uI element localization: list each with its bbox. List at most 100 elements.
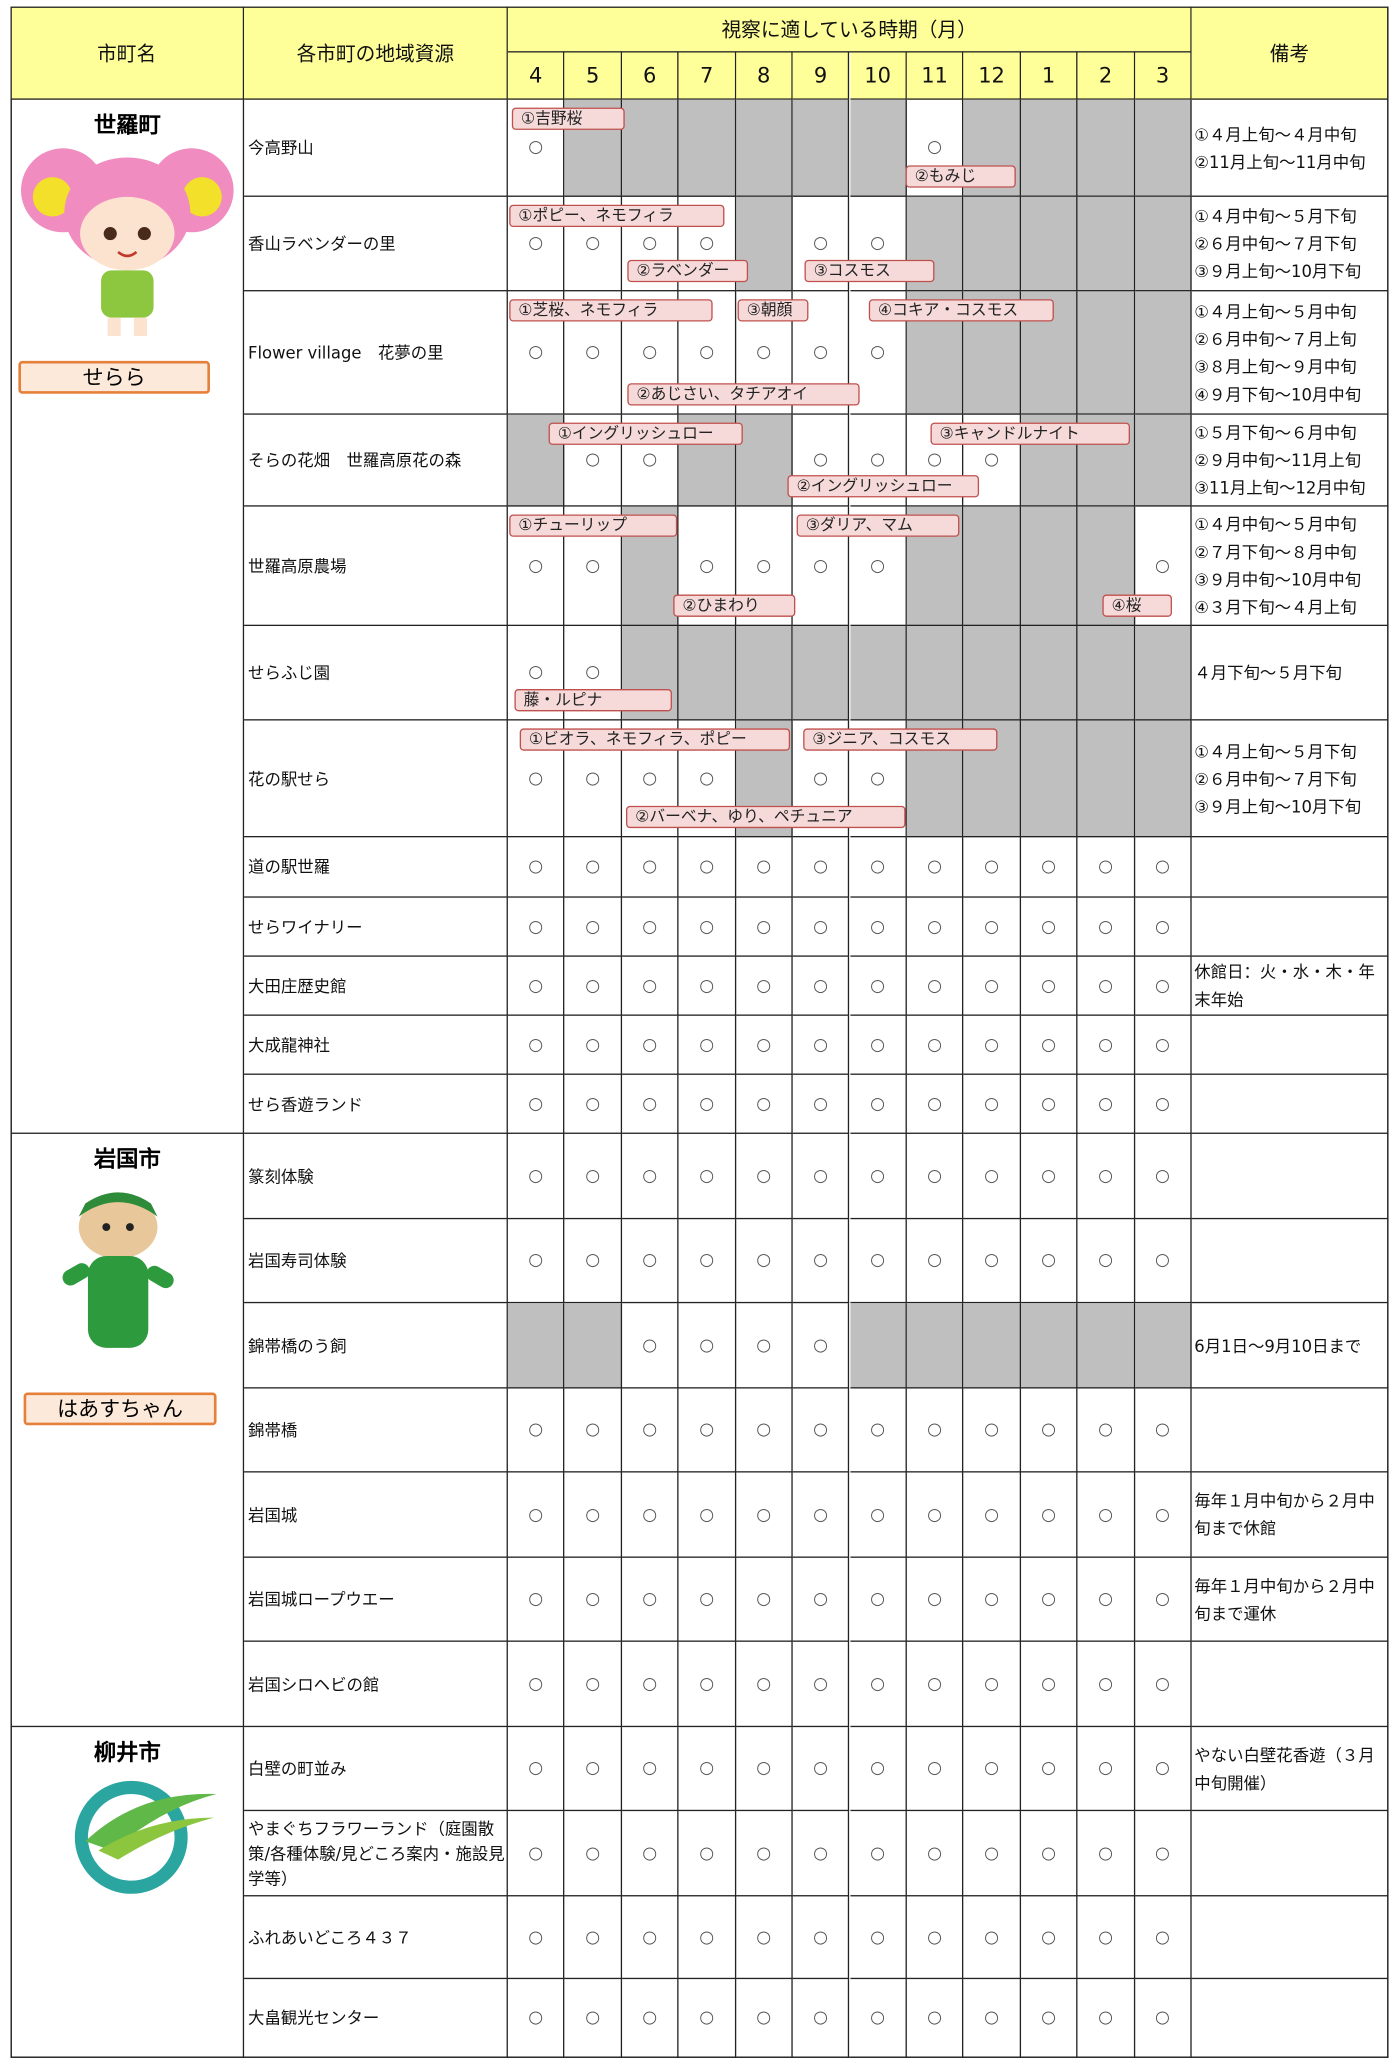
mascot-name: はあすちゃん [23,1392,217,1426]
remarks-cell: やない白壁花香遊（３月中旬開催） [1191,1727,1389,1812]
mark: ○ [564,1219,622,1304]
mark: ○ [735,1979,793,2058]
mark: ○ [963,1641,1021,1728]
header-month: 6 [621,52,679,100]
mark: ○ [963,1219,1021,1304]
remarks-cell: ①４月上旬～５月下旬 ②６月中旬～７月下旬 ③９月上旬～10月下旬 [1191,720,1389,838]
mark: ○ [564,1896,622,1980]
mark: ○ [678,720,736,838]
mark: ○ [735,1388,793,1473]
mark: ○ [906,1388,964,1473]
city-name: 世羅町 [93,112,161,140]
mark: ○ [1134,1133,1192,1220]
resource-name: ふれあいどころ４３７ [244,1896,508,1980]
month-cell [1134,626,1192,721]
remarks-cell: ①５月下旬～６月中旬 ②９月中旬～11月上旬 ③11月上旬～12月中旬 [1191,414,1389,507]
mark: ○ [906,1133,964,1220]
mark: ○ [678,196,736,292]
city-cell [10,1727,245,2058]
mark: ○ [792,837,850,898]
mark: ○ [507,1015,565,1075]
mark: ○ [735,1074,793,1134]
mark: ○ [507,626,565,721]
resource-name: 錦帯橋 [244,1388,508,1473]
mark: ○ [849,1472,907,1558]
header-month: 5 [564,52,622,100]
mark: ○ [564,506,622,627]
month-cell [1020,1303,1078,1389]
mark: ○ [1020,1727,1078,1812]
month-cell [621,99,679,197]
resource-name: せらワイナリー [244,897,508,957]
month-cell [1020,196,1078,292]
mark: ○ [507,196,565,292]
remark-line: 毎年１月中旬から２月中旬まで休館 [1194,1490,1375,1539]
resource-name: 岩国城ロープウエー [244,1557,508,1642]
mark: ○ [1020,1472,1078,1558]
mark: ○ [963,956,1021,1016]
period-label: ①ビオラ、ネモフィラ、ポピー [519,728,791,751]
mark: ○ [678,1303,736,1389]
mark: ○ [564,1015,622,1075]
mark: ○ [1077,1219,1135,1304]
month-cell [963,626,1021,721]
mark: ○ [792,1133,850,1220]
mark: ○ [621,1811,679,1897]
mark: ○ [1134,506,1192,627]
remark-line: 休館日：火・水・木・年末年始 [1194,961,1375,1010]
mark: ○ [849,291,907,415]
mark: ○ [849,1074,907,1134]
month-cell [1020,720,1078,838]
mark: ○ [564,1133,622,1220]
period-label: ③ダリア、マム [796,514,960,537]
month-cell [1134,99,1192,197]
header-month: 8 [735,52,793,100]
mark: ○ [678,837,736,898]
mark: ○ [1077,1811,1135,1897]
mark: ○ [963,837,1021,898]
mark: ○ [1020,1015,1078,1075]
mark: ○ [792,1811,850,1897]
resource-name: やまぐちフラワーランド（庭園散策/各種体験/見どころ案内・施設見学等） [244,1811,508,1897]
remark-line: ②６月中旬～７月下旬 [1194,768,1357,789]
remark-line: ①４月中旬～５月中旬 [1194,514,1357,535]
mark: ○ [507,291,565,415]
remarks-cell: ①４月上旬～４月中旬 ②11月上旬～11月中旬 [1191,99,1389,197]
mark: ○ [564,720,622,838]
period-label: ①吉野桜 [511,107,625,130]
mark: ○ [564,1074,622,1134]
yanai-logo [74,1780,217,1894]
period-label: ③コスモス [804,259,935,283]
mark: ○ [792,1641,850,1728]
mark: ○ [507,1219,565,1304]
remark-line: ③９月中旬～10月中旬 [1194,569,1362,590]
mark: ○ [678,1979,736,2058]
mark: ○ [621,1303,679,1389]
month-cell [1134,1303,1192,1389]
mark: ○ [906,837,964,898]
mark: ○ [906,1811,964,1897]
header-period: 視察に適している時期（月） [507,6,1192,53]
mark: ○ [621,1472,679,1558]
mark: ○ [963,1896,1021,1980]
remarks-cell [1191,1015,1389,1075]
resource-name: 岩国シロヘビの館 [244,1641,508,1728]
month-cell [849,99,907,197]
mark: ○ [1077,1557,1135,1642]
mark: ○ [792,1303,850,1389]
period-label: ②もみじ [905,165,1016,188]
mark: ○ [1020,837,1078,898]
remark-line: ①５月下旬～６月中旬 [1194,422,1357,443]
period-label: ③朝顔 [737,299,809,322]
remarks-cell [1191,1641,1389,1728]
resource-name: Flower village 花夢の里 [244,291,508,415]
mark: ○ [621,1727,679,1812]
month-cell [1077,720,1135,838]
month-cell [1134,291,1192,415]
mark: ○ [678,1472,736,1558]
mark: ○ [849,1811,907,1897]
header-remarks: 備考 [1191,6,1389,100]
mark: ○ [906,1015,964,1075]
mark: ○ [906,414,964,507]
month-cell [1020,506,1078,627]
